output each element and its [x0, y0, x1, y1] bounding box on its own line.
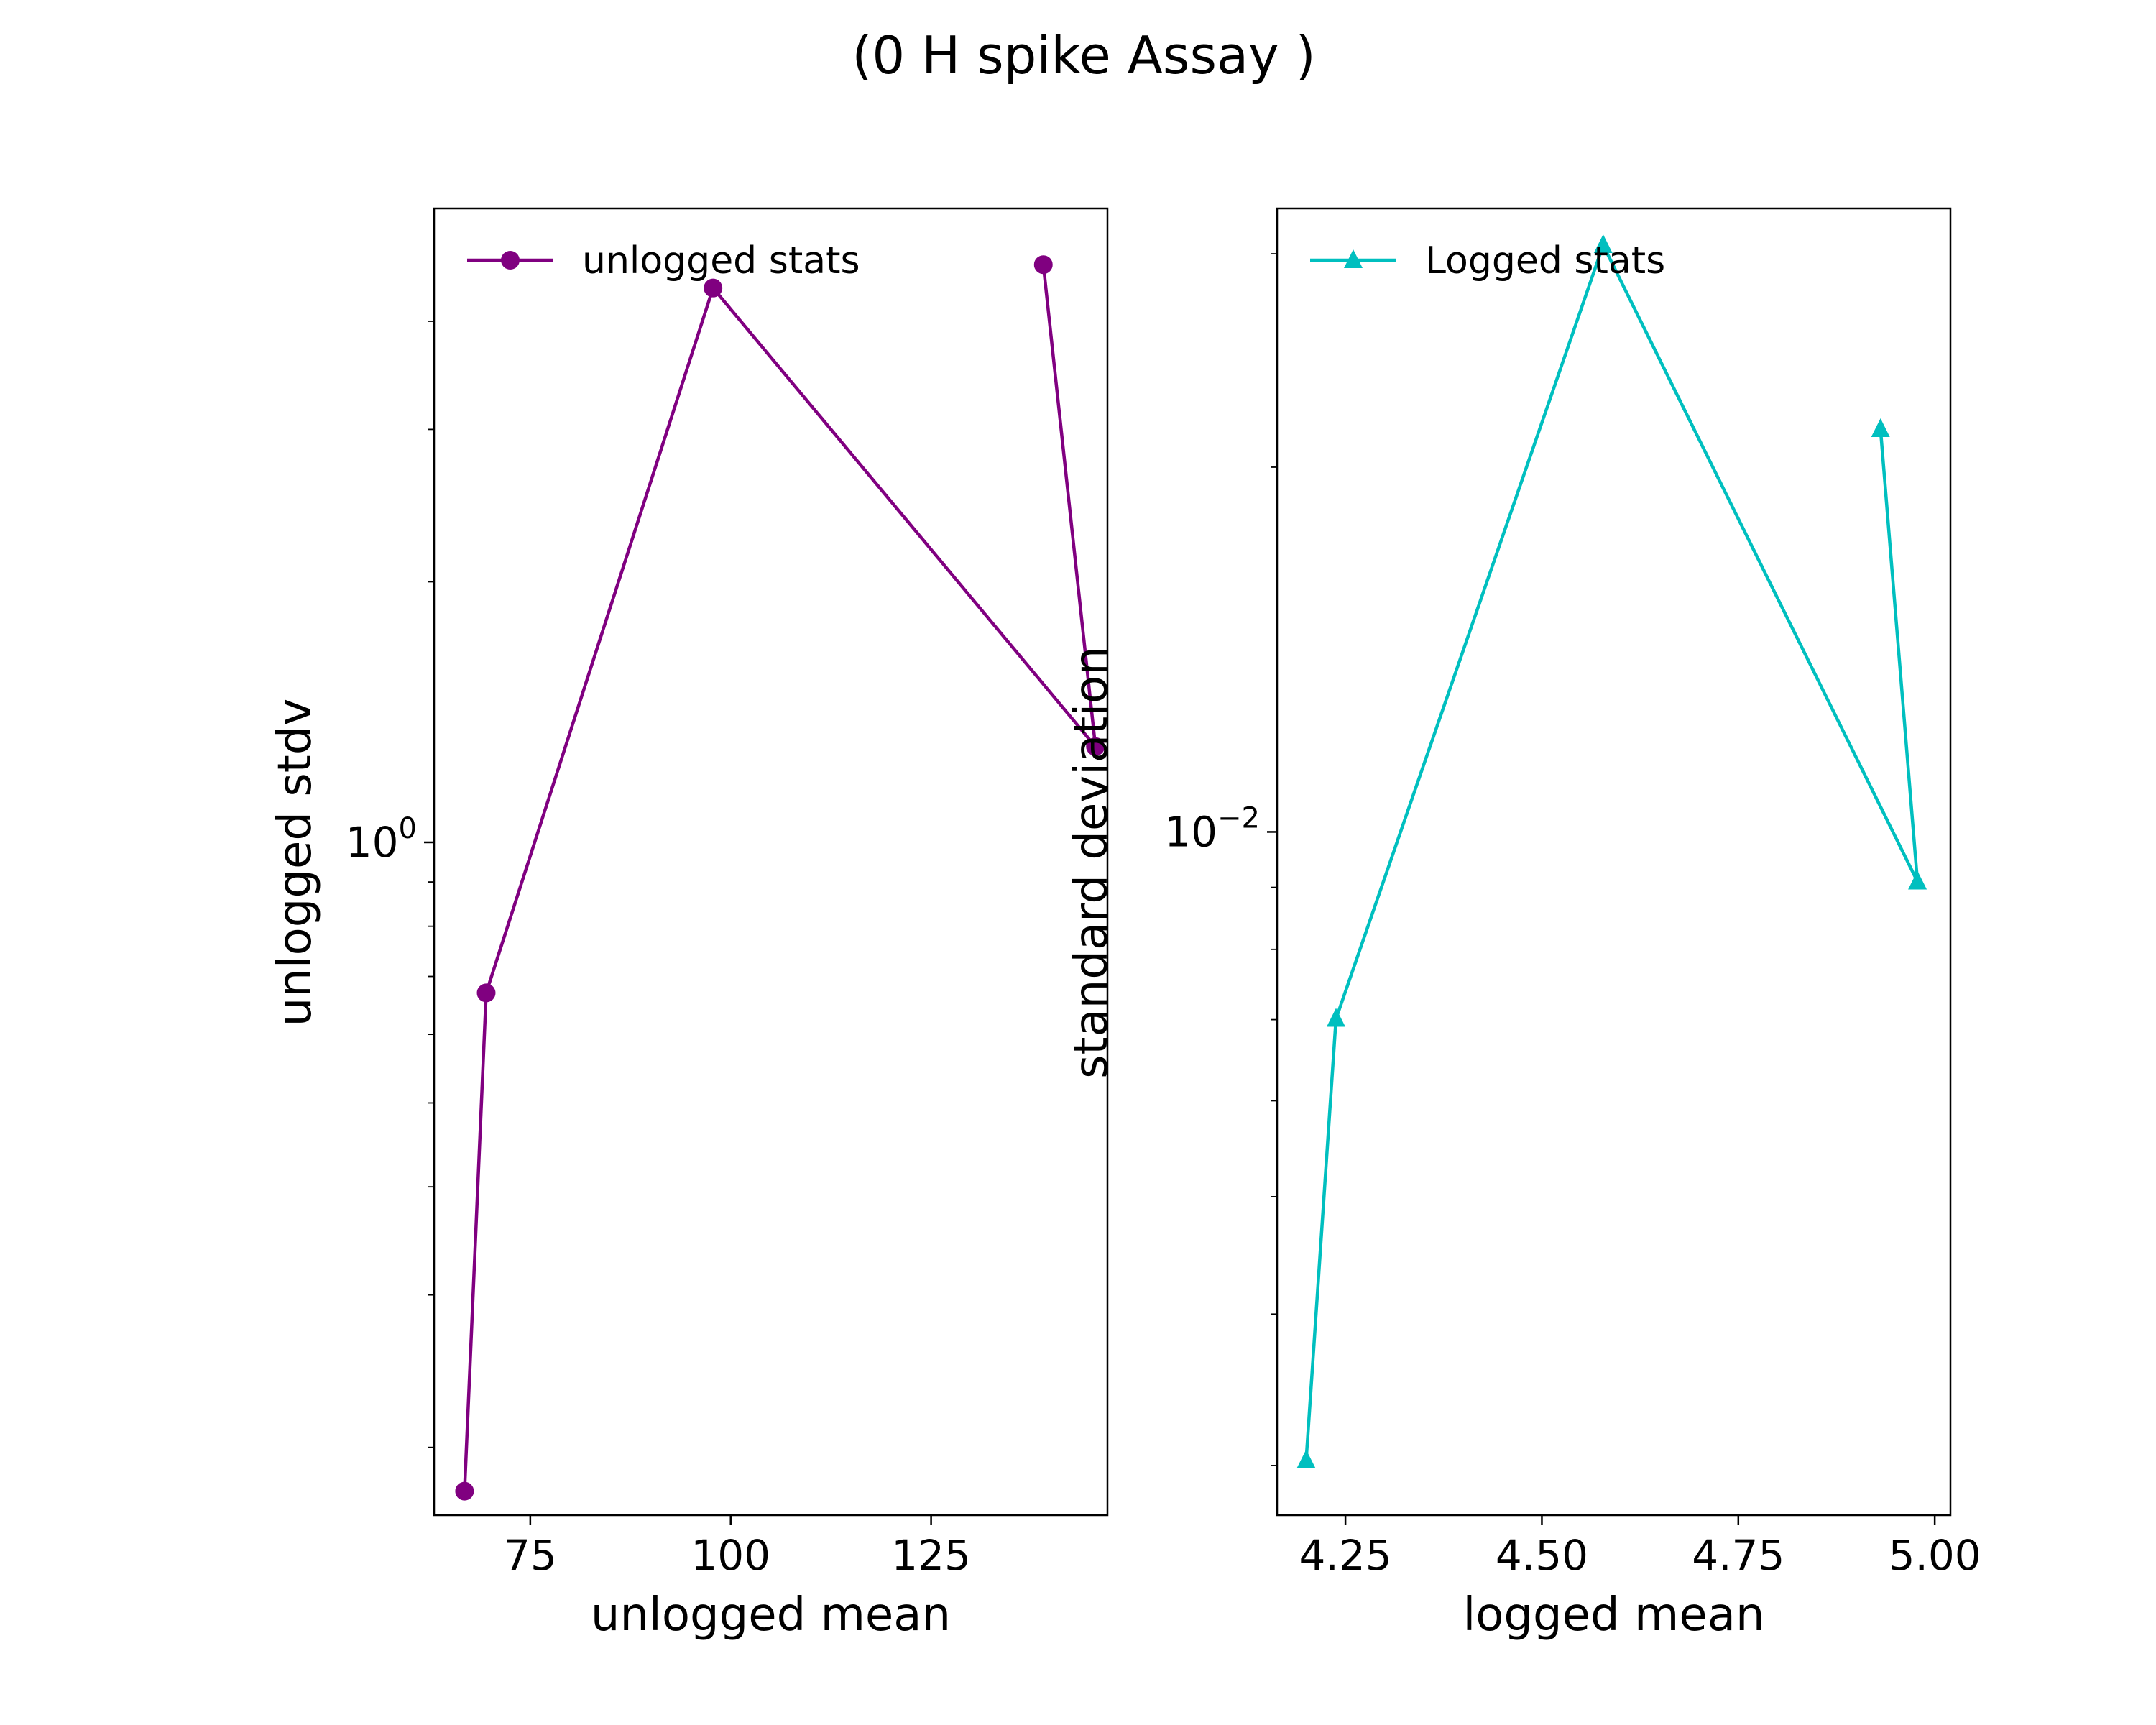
- left-x-axis-label: unlogged mean: [591, 1588, 951, 1642]
- right-chart-panel: 4.25 4.50 4.75 5.00 10−2 logged mean standard …: [1065, 207, 1981, 1642]
- right-data-point: [1908, 870, 1927, 890]
- right-data-point: [1871, 418, 1890, 438]
- right-axes-frame: [1276, 207, 1952, 1517]
- left-y-tick-label: 100: [346, 812, 417, 867]
- right-x-tick-label: 4.75: [1692, 1531, 1784, 1580]
- left-x-tick-label: 100: [691, 1531, 770, 1580]
- figure-title: (0 H spike Assay ): [852, 25, 1315, 86]
- left-x-tick-label: 75: [504, 1531, 557, 1580]
- right-x-tick-label: 4.25: [1299, 1531, 1392, 1580]
- right-data-point: [1593, 234, 1613, 253]
- right-x-tick-label: 4.50: [1496, 1531, 1588, 1580]
- left-data-point: [455, 1481, 474, 1501]
- right-x-tick-label: 5.00: [1889, 1531, 1981, 1580]
- right-data-point: [1296, 1449, 1316, 1468]
- left-legend-label: unlogged stats: [582, 239, 860, 282]
- left-data-point: [704, 278, 723, 298]
- left-axes-frame: [433, 207, 1109, 1517]
- right-y-tick-label: 10−2: [1164, 801, 1260, 856]
- left-legend-marker: [501, 251, 520, 270]
- left-y-axis-label: unlogged stdv: [269, 699, 322, 1027]
- right-y-axis-label: standard deviation: [1065, 646, 1118, 1079]
- left-chart-panel: 75 100 125 100 unlogged mean unlogged stdv unl…: [269, 207, 1109, 1642]
- left-data-point: [1086, 737, 1105, 756]
- left-data-point: [1033, 255, 1053, 275]
- left-data-point: [476, 983, 496, 1003]
- left-x-tick-label: 125: [891, 1531, 971, 1580]
- right-x-axis-label: logged mean: [1462, 1588, 1764, 1642]
- right-data-point: [1327, 1008, 1346, 1027]
- right-legend-label: Logged stats: [1425, 239, 1665, 282]
- right-legend-marker: [1344, 249, 1363, 268]
